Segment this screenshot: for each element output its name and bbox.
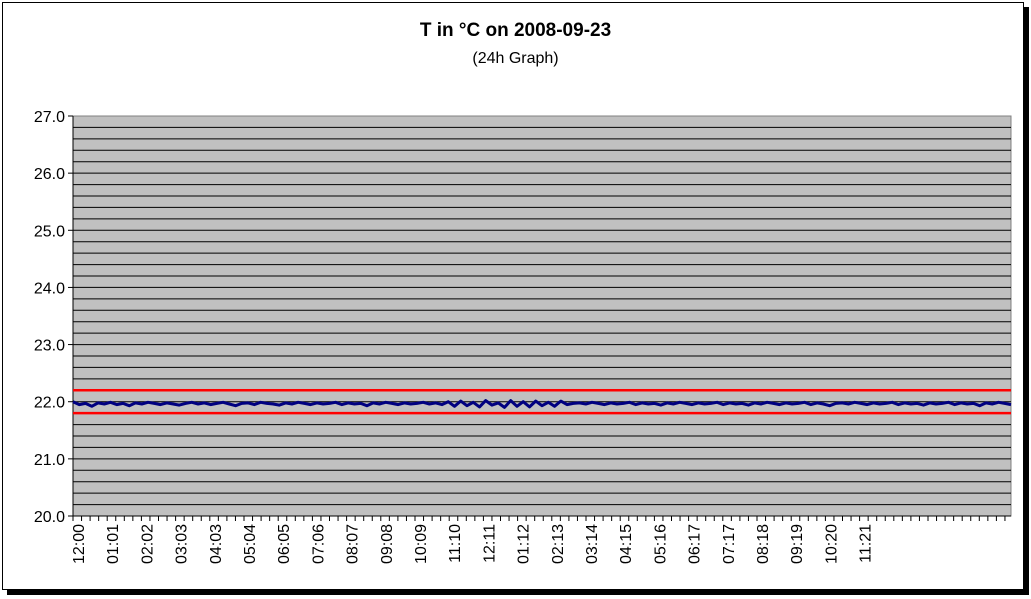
x-tick-label: 04:03 <box>208 524 225 564</box>
x-tick-label: 05:16 <box>652 524 669 564</box>
x-tick-label: 05:04 <box>242 524 259 564</box>
x-tick-label: 02:02 <box>139 524 156 564</box>
x-tick-label: 06:05 <box>276 524 293 564</box>
y-tick-label: 22.0 <box>34 395 65 412</box>
plot-area <box>72 115 1012 517</box>
x-tick-label: 09:08 <box>379 524 396 564</box>
x-tick-label: 12:00 <box>71 524 88 564</box>
x-tick-label: 03:14 <box>584 524 601 564</box>
y-tick-label: 23.0 <box>34 338 65 355</box>
x-tick-label: 09:19 <box>789 524 806 564</box>
x-tick-label: 11:21 <box>858 524 875 563</box>
x-tick-label: 03:03 <box>174 524 191 564</box>
x-tick-label: 07:17 <box>721 524 738 564</box>
y-tick-label: 24.0 <box>34 280 65 297</box>
x-tick-label: 12:11 <box>481 524 498 563</box>
chart-subtitle: (24h Graph) <box>472 50 559 67</box>
y-tick-label: 21.0 <box>34 452 65 469</box>
x-tick-label: 04:15 <box>618 524 635 564</box>
x-tick-label: 10:20 <box>823 524 840 564</box>
y-tick-label: 25.0 <box>34 223 65 240</box>
x-tick-label: 07:06 <box>310 524 327 564</box>
x-tick-label: 02:13 <box>550 524 567 564</box>
y-tick-label: 26.0 <box>34 166 65 183</box>
y-tick-label: 20.0 <box>34 509 65 526</box>
x-tick-label: 01:12 <box>516 524 533 564</box>
x-tick-label: 08:07 <box>345 524 362 564</box>
x-tick-label: 01:01 <box>105 524 122 564</box>
series-line <box>72 399 1012 409</box>
chart-title: T in °C on 2008-09-23 <box>419 20 612 41</box>
y-tick-label: 27.0 <box>34 109 65 126</box>
x-tick-label: 08:18 <box>755 524 772 564</box>
x-tick-label: 11:10 <box>447 524 464 563</box>
x-tick-label: 06:17 <box>687 524 704 564</box>
x-tick-label: 10:09 <box>413 524 430 564</box>
